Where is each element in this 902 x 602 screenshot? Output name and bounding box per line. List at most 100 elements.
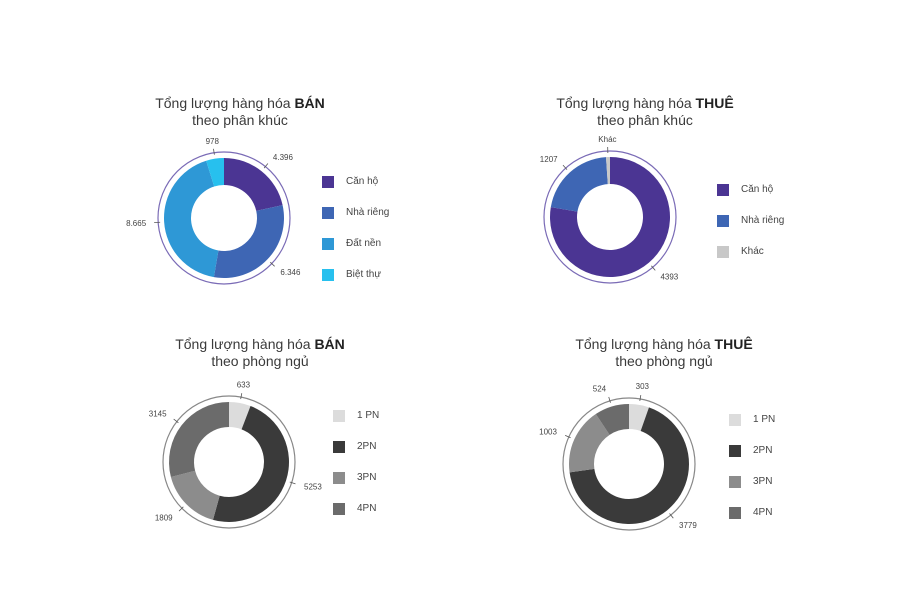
- chart-title-bold: THUÊ: [714, 336, 753, 352]
- slice-4pn: [169, 402, 229, 477]
- chart-title: Tổng lượng hàng hóa BÁN theo phòng ngủ: [50, 336, 470, 370]
- donut-chart: 303 3779 1003 524: [539, 382, 697, 531]
- legend-label: 4PN: [357, 503, 377, 514]
- label-tick: [240, 393, 243, 400]
- donut-chart: 633 5253 1809 3145: [149, 380, 322, 529]
- chart-title-bold: BÁN: [314, 336, 345, 352]
- label-tick: [178, 506, 184, 512]
- legend-label: 1 PN: [357, 410, 380, 421]
- value-label: 3779: [679, 521, 697, 530]
- legend-item-4pn: 4PN: [333, 493, 379, 524]
- outer-ring: [157, 151, 291, 285]
- legend-label: Đất nền: [346, 238, 382, 249]
- legend-label: Căn hộ: [741, 184, 774, 195]
- slice-nha-rieng: [213, 205, 284, 278]
- legend: Căn hộ Nhà riêng Khác: [717, 174, 784, 267]
- donut-chart: 4.396 6.346 8.665 978: [126, 137, 301, 285]
- legend-swatch: [717, 183, 729, 196]
- legend-item-2pn: 2PN: [729, 435, 775, 466]
- label-tick: [651, 265, 656, 271]
- legend-label: 2PN: [357, 441, 377, 452]
- slice-2pn: [569, 407, 689, 524]
- legend-swatch: [322, 175, 334, 188]
- legend-swatch: [322, 268, 334, 281]
- legend-item-3pn: 3PN: [729, 466, 775, 497]
- legend-swatch: [322, 206, 334, 219]
- outer-ring: [162, 395, 296, 529]
- chart-subtitle: theo phòng ngủ: [615, 353, 713, 369]
- legend-item-3pn: 3PN: [333, 462, 379, 493]
- label-tick: [213, 148, 215, 155]
- value-label: 633: [237, 380, 251, 389]
- label-tick: [289, 481, 296, 485]
- legend-item-khac: Khác: [717, 236, 784, 267]
- legend-item-1-pn: 1 PN: [333, 400, 379, 431]
- value-label: 4.396: [273, 153, 294, 162]
- legend-swatch: [333, 409, 345, 422]
- outer-ring: [562, 397, 696, 531]
- legend-swatch: [333, 502, 345, 515]
- label-tick: [173, 418, 179, 424]
- legend-swatch: [333, 440, 345, 453]
- slice-3pn: [170, 470, 220, 520]
- legend: 1 PN 2PN 3PN 4PN: [333, 400, 379, 524]
- label-tick: [564, 434, 571, 439]
- slice-1-pn: [629, 404, 649, 431]
- chart-title: Tổng lượng hàng hóa BÁN theo phân khúc: [30, 95, 450, 129]
- slice-nha-rieng: [550, 157, 608, 212]
- label-tick: [263, 163, 269, 169]
- chart-title: Tổng lượng hàng hóa THUÊ theo phân khúc: [435, 95, 855, 129]
- legend-swatch: [717, 245, 729, 258]
- legend-label: Khác: [741, 246, 764, 257]
- legend: Căn hộ Nhà riêng Đất nền Biệt thự: [322, 166, 389, 290]
- chart-subtitle: theo phân khúc: [597, 112, 693, 128]
- value-label: 6.346: [280, 268, 301, 277]
- legend-label: Căn hộ: [346, 176, 379, 187]
- chart-subtitle: theo phân khúc: [192, 112, 288, 128]
- legend-label: 3PN: [357, 472, 377, 483]
- chart-panel-thue-phan-khuc: Tổng lượng hàng hóa THUÊ theo phân khúc …: [455, 95, 875, 335]
- legend-swatch: [729, 475, 741, 488]
- slice-1-pn: [229, 402, 251, 430]
- legend-item-can-ho: Căn hộ: [322, 166, 389, 197]
- legend-item-nha-rieng: Nhà riêng: [322, 197, 389, 228]
- legend-swatch: [717, 214, 729, 227]
- legend-item-biet-thu: Biệt thự: [322, 259, 389, 290]
- chart-title: Tổng lượng hàng hóa THUÊ theo phòng ngủ: [454, 336, 874, 370]
- legend-item-4pn: 4PN: [729, 497, 775, 528]
- legend-label: 3PN: [753, 476, 773, 487]
- legend-swatch: [729, 506, 741, 519]
- chart-title-prefix: Tổng lượng hàng hóa: [575, 336, 711, 352]
- slice-4pn: [595, 404, 629, 435]
- legend-swatch: [729, 413, 741, 426]
- chart-title-bold: THUÊ: [695, 95, 734, 111]
- slice-3pn: [569, 414, 610, 473]
- value-label: 1207: [540, 155, 558, 164]
- legend-swatch: [333, 471, 345, 484]
- value-label: 978: [206, 137, 220, 146]
- legend-swatch: [322, 237, 334, 250]
- value-label: 3145: [149, 410, 167, 419]
- legend: 1 PN 2PN 3PN 4PN: [729, 404, 775, 528]
- label-tick: [608, 396, 611, 403]
- value-label: 5253: [304, 483, 322, 492]
- outer-ring: [543, 150, 677, 284]
- value-label: 8.665: [126, 219, 147, 228]
- legend-item-1-pn: 1 PN: [729, 404, 775, 435]
- chart-panel-ban-phong-ngu: Tổng lượng hàng hóa BÁN theo phòng ngủ 6…: [40, 336, 460, 576]
- slice-can-ho: [550, 157, 670, 277]
- chart-title-prefix: Tổng lượng hàng hóa: [155, 95, 291, 111]
- value-label: 1809: [155, 513, 173, 522]
- label-tick: [270, 261, 275, 267]
- legend-label: Nhà riêng: [346, 207, 390, 218]
- legend-swatch: [729, 444, 741, 457]
- legend-label: Nhà riêng: [741, 215, 785, 226]
- chart-title-prefix: Tổng lượng hàng hóa: [556, 95, 692, 111]
- value-label: Khác: [598, 135, 616, 144]
- value-label: 4393: [660, 272, 678, 281]
- legend-label: 4PN: [753, 507, 773, 518]
- donut-chart: 4393 1207 Khác: [540, 135, 679, 284]
- legend-label: Biệt thự: [346, 269, 382, 280]
- chart-panel-thue-phong-ngu: Tổng lượng hàng hóa THUÊ theo phòng ngủ …: [455, 336, 875, 576]
- chart-title-prefix: Tổng lượng hàng hóa: [175, 336, 311, 352]
